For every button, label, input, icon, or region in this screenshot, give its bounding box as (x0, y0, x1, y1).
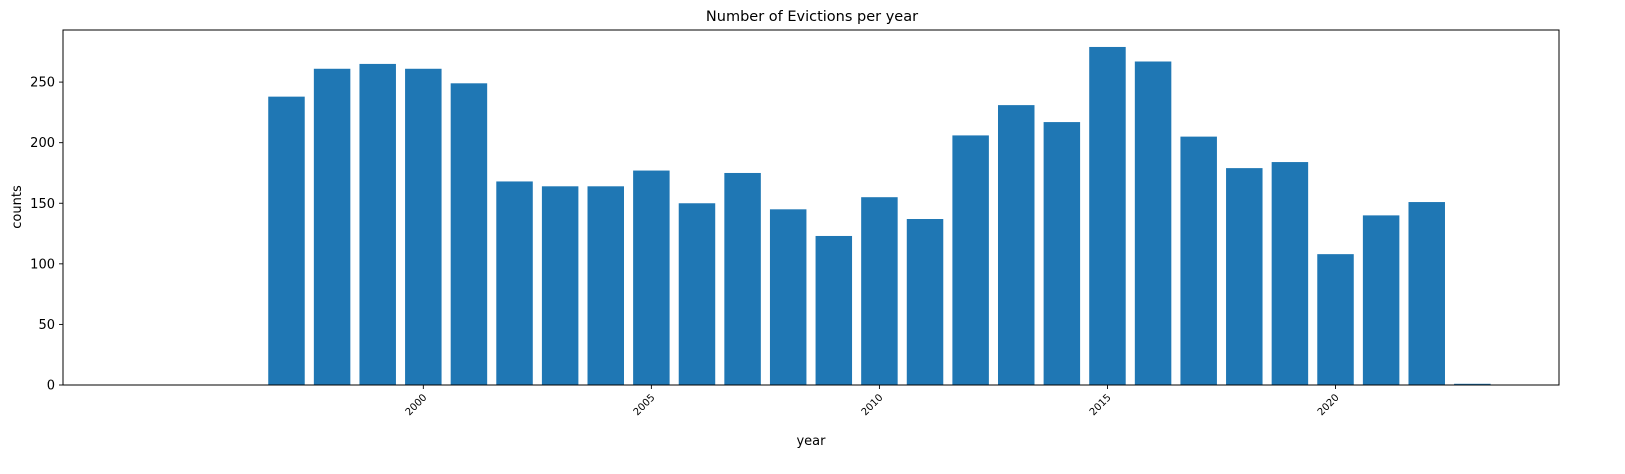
y-axis-label: counts (10, 185, 25, 229)
bar-2007 (724, 172, 761, 385)
bar-2023 (1454, 383, 1491, 385)
plot-frame (62, 29, 1560, 386)
x-axis: 2000 2005 2010 2015 2020 (404, 385, 1342, 418)
y-tick-label-200: 200 (30, 136, 55, 151)
y-tick-label-100: 100 (30, 257, 55, 272)
bar-2013 (998, 105, 1035, 386)
bar-2020 (1317, 254, 1354, 385)
bar-2000 (405, 68, 442, 386)
x-tick-label-2000: 2000 (404, 392, 430, 418)
bar-2003 (541, 186, 579, 385)
bar-2010 (861, 197, 898, 385)
bar-2002 (496, 181, 533, 385)
bar-2022 (1408, 202, 1445, 385)
x-tick-label-2020: 2020 (1316, 392, 1342, 418)
bar-1999 (359, 63, 396, 386)
bar-2006 (678, 203, 716, 385)
y-tick-label-150: 150 (30, 197, 55, 212)
y-tick-label-250: 250 (30, 76, 55, 91)
bar-2016 (1134, 61, 1172, 385)
y-tick-label-50: 50 (38, 318, 55, 333)
x-tick-label-2010: 2010 (860, 392, 886, 418)
bar-2021 (1362, 215, 1400, 385)
bar-1997 (268, 96, 305, 385)
x-tick-label-2005: 2005 (632, 392, 658, 418)
chart-title: Number of Evictions per year (706, 9, 918, 25)
bar-2017 (1180, 136, 1217, 385)
bar-2015 (1089, 46, 1126, 386)
bar-1998 (313, 68, 351, 386)
bar-2005 (633, 170, 670, 385)
y-axis: 0 50 100 150 200 250 (30, 76, 63, 394)
bar-2018 (1226, 168, 1263, 385)
bar-2009 (815, 235, 853, 385)
x-axis-label: year (796, 434, 826, 449)
bar-2019 (1271, 162, 1309, 385)
x-tick-label-2015: 2015 (1088, 392, 1114, 418)
bar-2008 (769, 209, 807, 385)
bar-2011 (906, 219, 944, 385)
bar-2012 (952, 135, 989, 385)
bar-2004 (587, 186, 624, 385)
bars-group (268, 46, 1491, 386)
bar-2014 (1043, 122, 1081, 385)
y-tick-label-0: 0 (47, 379, 55, 394)
bar-2001 (450, 83, 488, 385)
